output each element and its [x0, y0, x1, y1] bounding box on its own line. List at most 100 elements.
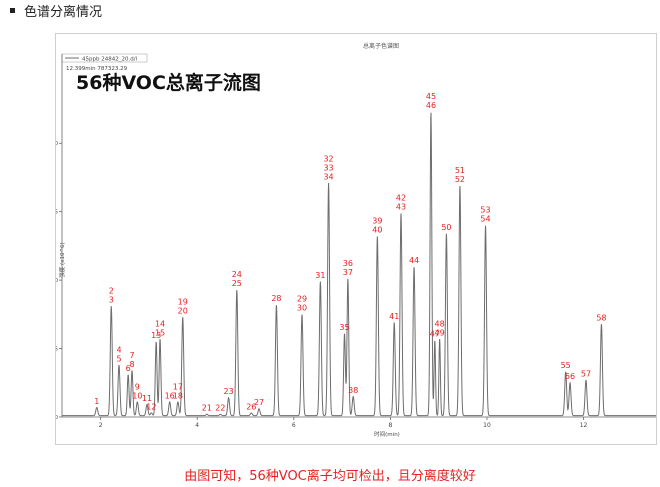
peak-label-line: 35	[339, 323, 349, 332]
y-tick-label: 0.5	[56, 347, 58, 353]
peak-label-line: 34	[323, 172, 333, 181]
peak-label-line: 23	[224, 387, 234, 396]
peak-label-line: 13	[151, 331, 161, 340]
peak-label: 12	[146, 402, 156, 411]
peak-label-line: 51	[455, 166, 465, 175]
peak-label-line: 31	[315, 271, 325, 280]
x-tick-label: 2	[99, 422, 103, 429]
peak-label-line: 37	[343, 268, 353, 277]
peak-label: 27	[254, 398, 264, 407]
peak-label-line: 52	[455, 175, 465, 184]
peak-label: 48 49	[435, 319, 445, 337]
peak-label: 45 46	[426, 92, 436, 110]
section-heading: 色谱分离情况	[10, 0, 102, 20]
info-text: 12.399min 787323.29	[66, 66, 128, 72]
chromatogram-chart: 总离子色谱图 45ppb 24842_20.d/l 12.399min 7873…	[49, 42, 656, 438]
peak-label-line: 30	[297, 304, 307, 313]
peak-label-line: 49	[435, 328, 445, 337]
peak-label-line: 16	[165, 391, 175, 400]
peak-label-line: 46	[426, 101, 436, 110]
peak-label-line: 53	[480, 206, 490, 215]
x-tick-label: 12	[580, 422, 588, 429]
peak-label-line: 2	[109, 286, 114, 295]
y-tick-label: 0.0	[56, 415, 58, 421]
peak-label: 11	[142, 394, 152, 403]
peak-label-line: 19	[178, 297, 188, 306]
section-heading-text: 色谱分离情况	[24, 4, 103, 20]
peak-label-line: 21	[202, 404, 212, 413]
peak-label-line: 8	[129, 360, 134, 369]
peak-label: 36 37	[343, 259, 353, 277]
x-tick-label: 10	[483, 422, 491, 429]
peak-label: 22	[215, 404, 225, 413]
peak-label-line: 20	[178, 306, 188, 315]
peak-label-line: 22	[215, 404, 225, 413]
peak-label: 24 25	[232, 270, 242, 288]
peak-label-line: 36	[343, 259, 353, 268]
peak-label: 21	[202, 404, 212, 413]
peak-label-line: 33	[323, 163, 333, 172]
peak-label-line: 7	[129, 351, 134, 360]
peak-label-line: 28	[271, 294, 281, 303]
peak-label: 58	[596, 313, 606, 322]
peak-label: 19 20	[178, 297, 188, 315]
peak-label-line: 24	[232, 270, 242, 279]
overlay-title: 56种VOC总离子流图	[76, 71, 261, 94]
peak-label: 9 10	[132, 382, 142, 400]
peak-label: 38	[348, 386, 358, 395]
peak-label: 56	[565, 372, 575, 381]
peak-label-line: 39	[372, 217, 382, 226]
peak-label-line: 6	[126, 364, 131, 373]
peak-label: 31	[315, 271, 325, 280]
x-axis-label: 时间(min)	[374, 430, 400, 438]
peak-label-line: 1	[94, 397, 99, 406]
x-tick-label: 4	[195, 422, 199, 429]
peak-label-line: 9	[135, 382, 140, 391]
chart-title: 总离子色谱图	[363, 42, 399, 50]
bullet-icon	[10, 7, 15, 13]
peak-label: 26	[246, 402, 256, 411]
peak-label-line: 29	[297, 295, 307, 304]
peak-label: 35	[339, 323, 349, 332]
peak-label: 23	[224, 387, 234, 396]
x-tick-label: 8	[388, 422, 392, 429]
peak-label-line: 58	[596, 313, 606, 322]
peak-label: 32 33 34	[323, 154, 333, 181]
peak-label-line: 50	[441, 223, 451, 232]
peak-label-line: 25	[232, 279, 242, 288]
peak-label: 41	[389, 312, 399, 321]
peak-label: 44	[409, 256, 419, 265]
chart-legend: 45ppb 24842_20.d/l	[61, 53, 148, 63]
peak-label: 13	[151, 331, 161, 340]
peak-label-line: 4	[116, 345, 121, 354]
peak-label: 16	[165, 391, 175, 400]
peak-label-line: 42	[396, 193, 406, 202]
peak-label: 28	[271, 294, 281, 303]
y-tick-label: 1.5	[56, 210, 58, 216]
peak-label: 17 18	[173, 382, 183, 400]
peak-label-line: 18	[173, 391, 183, 400]
peak-label-line: 12	[146, 402, 156, 411]
peak-label-line: 55	[561, 361, 571, 370]
peak-label-line: 3	[109, 295, 114, 304]
peak-label-line: 15	[155, 328, 165, 337]
peak-label-line: 38	[348, 386, 358, 395]
peak-label: 14 15	[155, 319, 165, 337]
peak-label-line: 43	[396, 202, 406, 211]
y-tick-label: 2.0	[56, 141, 58, 147]
peak-label: 1	[94, 397, 99, 406]
peak-label-line: 26	[246, 402, 256, 411]
peak-label-line: 40	[372, 226, 382, 235]
peak-label-line: 47	[430, 330, 440, 339]
peak-label-line: 41	[389, 312, 399, 321]
peak-label: 47	[430, 330, 440, 339]
peak-label-line: 44	[409, 256, 419, 265]
peak-label: 55	[561, 361, 571, 370]
peak-label: 50	[441, 223, 451, 232]
peak-label-line: 14	[155, 319, 165, 328]
peak-label: 39 40	[372, 217, 382, 235]
peak-label: 29 30	[297, 295, 307, 313]
peak-label-line: 57	[581, 369, 591, 378]
